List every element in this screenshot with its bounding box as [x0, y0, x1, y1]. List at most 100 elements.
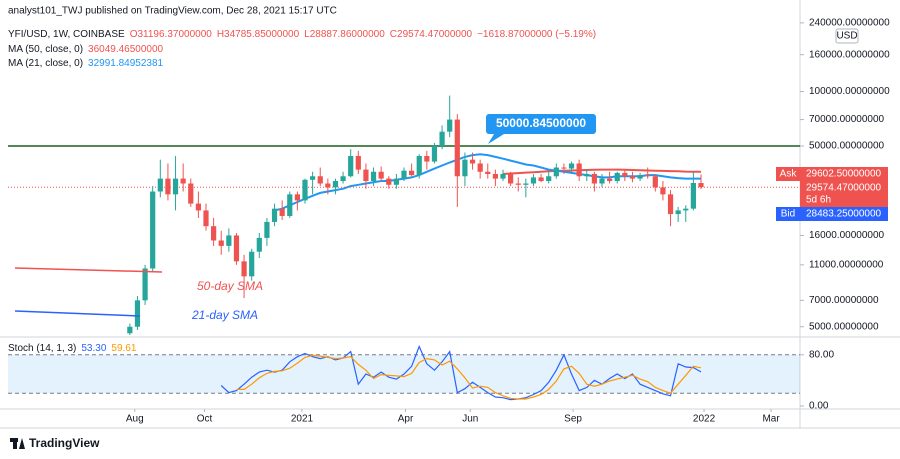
x-tick-label: Apr: [398, 414, 414, 425]
bid-value: 28483.25000000: [806, 209, 882, 220]
candle-body: [500, 173, 506, 179]
ma-name: MA (50, close, 0): [8, 44, 83, 55]
candle-body: [492, 173, 498, 179]
unit-box: [835, 28, 859, 44]
candle-body: [546, 176, 552, 182]
candle-body: [591, 173, 597, 184]
ask-box: [800, 167, 888, 181]
candle-body: [538, 177, 544, 182]
candle-body: [652, 176, 658, 188]
candle-body: [454, 119, 460, 177]
ma-legend: MA (50, close, 0) 36049.46500000: [8, 44, 164, 55]
symbol-header: YFI/USD, 1W, COINBASE O31196.37000000 H347…: [8, 29, 596, 40]
drawn-line: [14, 267, 163, 273]
candle-body: [393, 178, 399, 185]
candle-body: [416, 156, 422, 176]
candle-body: [294, 194, 300, 201]
candle-body: [256, 237, 262, 252]
publisher: analyst101_TWJ published on TradingView.…: [8, 6, 337, 17]
candle-body: [226, 235, 232, 246]
y-unit: USD: [836, 31, 857, 42]
candle-body: [203, 210, 209, 227]
candle-body: [378, 171, 384, 179]
candle-body: [660, 187, 666, 195]
candle-body: [348, 156, 354, 177]
candle-body: [355, 156, 361, 170]
candle-body: [172, 178, 179, 195]
candle-body: [157, 178, 163, 192]
y-tick-label: 16000.00000000: [809, 230, 885, 241]
candle-body: [645, 175, 651, 177]
x-tick-label: Jun: [462, 414, 478, 425]
ma-value: 36049.46500000: [88, 44, 164, 55]
candle-body: [134, 300, 141, 327]
candle-body: [287, 194, 293, 216]
bid-tag: [776, 207, 800, 221]
line-label-box: [486, 114, 596, 134]
annotation: 50-day SMA: [197, 279, 263, 293]
stoch-legend: Stoch (14, 1, 3) 53.30 59.61: [8, 343, 137, 354]
x-tick-label: Oct: [197, 414, 213, 425]
candle-body: [195, 203, 201, 211]
candle-body: [690, 183, 696, 209]
last-box: [800, 181, 888, 207]
ask-title: Ask: [780, 169, 798, 180]
candle-body: [279, 208, 285, 216]
candle-body: [241, 261, 247, 277]
ma-value: 32991.84952381: [88, 58, 164, 69]
candle-body: [431, 145, 438, 162]
bid-box: [800, 207, 888, 221]
candle-body: [515, 183, 521, 185]
candle-body: [188, 183, 194, 204]
candle-body: [629, 176, 636, 179]
drawn-line: [14, 310, 141, 317]
candle-body: [469, 159, 476, 164]
candle-body: [667, 194, 674, 215]
candle-body: [363, 169, 369, 182]
candle-body: [165, 178, 171, 195]
candle-body: [310, 176, 316, 180]
candle-body: [576, 163, 582, 177]
countdown: 5d 6h: [806, 195, 831, 206]
ask-tag: [776, 167, 800, 181]
candle-body: [462, 159, 468, 177]
candle-body: [370, 171, 377, 182]
annotation: 21-day SMA: [191, 308, 258, 322]
candle-body: [264, 221, 270, 238]
candle-body: [485, 171, 491, 174]
candle-body: [530, 177, 537, 184]
candle-body: [599, 178, 605, 184]
candle-body: [233, 235, 240, 262]
x-tick-label: Mar: [762, 414, 780, 425]
ohlc-value: O31196.37000000: [130, 29, 213, 40]
moving-average: [502, 168, 701, 175]
y-tick-label: 80.00: [809, 349, 834, 360]
x-tick-label: 2022: [693, 414, 716, 425]
candle-body: [127, 326, 133, 334]
candle-body: [622, 172, 628, 177]
candle-body: [584, 173, 590, 177]
candle-body: [332, 181, 339, 188]
candle-body: [142, 268, 148, 301]
ohlc-value: −1618.87000000 (−5.19%): [477, 29, 596, 40]
candle-body: [150, 191, 156, 269]
candle-body: [424, 156, 430, 162]
ask-value: 29602.50000000: [806, 169, 882, 180]
candle-body: [325, 183, 331, 188]
candle-body: [302, 179, 308, 201]
stoch-value: 59.61: [111, 343, 136, 354]
y-tick-label: 100000.00000000: [809, 86, 890, 97]
plot-layer: 50000.84500000 240000.00000000 160000.0000…: [8, 17, 890, 425]
y-tick-label: 240000.00000000: [809, 17, 890, 28]
candle-body: [211, 226, 217, 241]
candle-body: [508, 173, 514, 184]
ohlc-value: H34785.85000000: [217, 29, 300, 40]
y-tick-label: 50000.00000000: [809, 141, 885, 152]
y-tick-label: 11000.00000000: [809, 259, 884, 270]
y-tick-label: 7000.00000000: [809, 295, 879, 306]
y-tick-label: 5000.00000000: [809, 321, 879, 332]
bid-title: Bid: [781, 209, 795, 220]
ma-legend: MA (21, close, 0) 32991.84952381: [8, 58, 164, 69]
